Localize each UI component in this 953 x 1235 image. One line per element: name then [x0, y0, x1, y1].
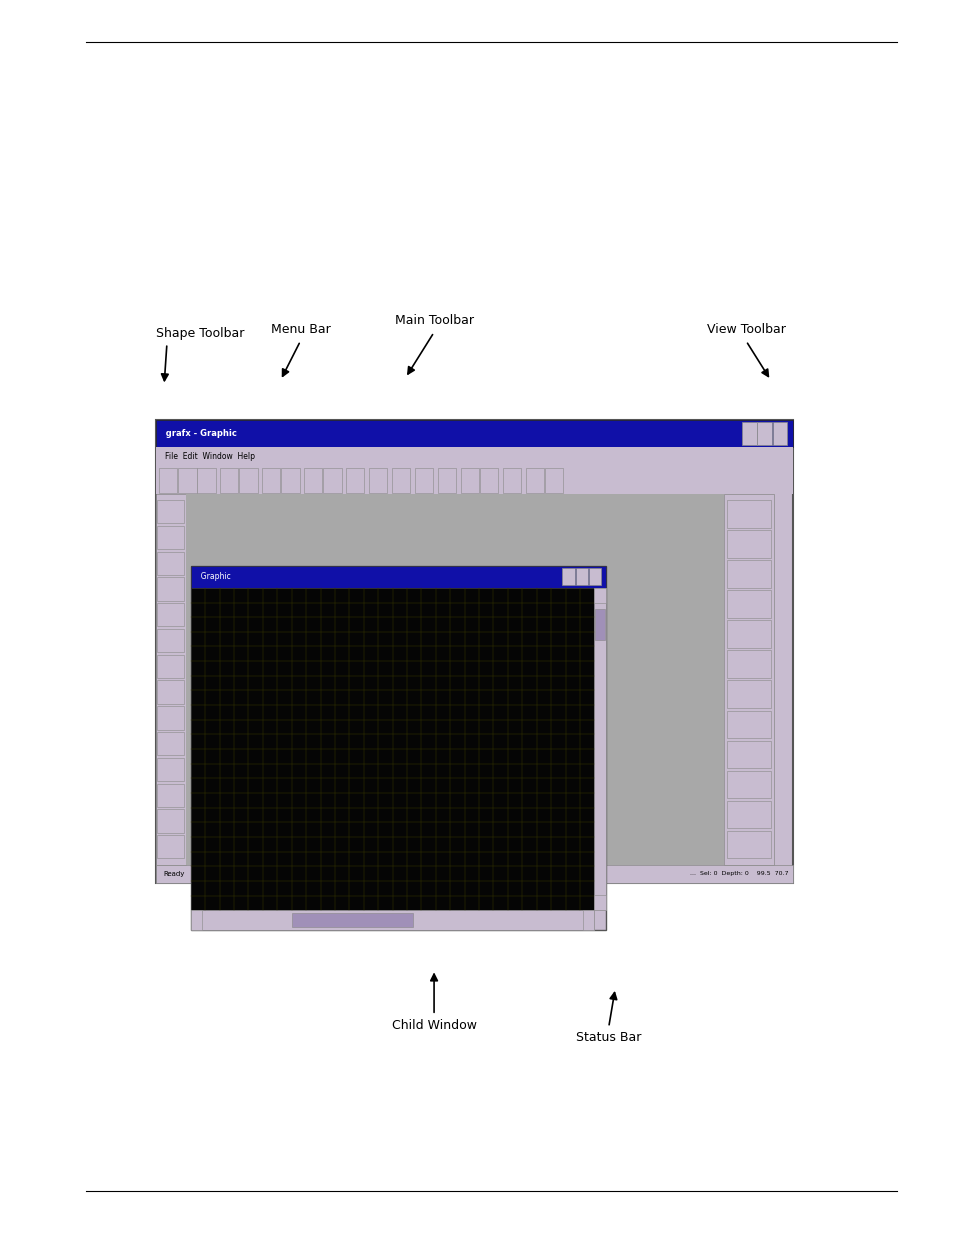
Bar	[157, 578, 184, 600]
Bar	[502, 468, 520, 493]
Bar	[369, 468, 387, 493]
Bar	[157, 526, 184, 550]
Bar	[595, 609, 604, 640]
Bar	[220, 468, 238, 493]
Bar	[292, 913, 413, 927]
Bar	[178, 468, 196, 493]
Text: grafx - Graphic: grafx - Graphic	[160, 429, 237, 438]
Bar	[437, 468, 456, 493]
Bar	[191, 910, 594, 930]
Bar	[155, 494, 186, 864]
Bar	[392, 468, 410, 493]
Bar	[726, 680, 770, 708]
Bar	[155, 864, 792, 883]
Text: Shape Toolbar: Shape Toolbar	[155, 326, 244, 340]
Bar	[525, 468, 543, 493]
Bar	[197, 468, 215, 493]
Bar	[155, 420, 792, 447]
Bar	[479, 468, 497, 493]
Text: ...  Sel: 0  Depth: 0    99.5  70.7: ... Sel: 0 Depth: 0 99.5 70.7	[689, 871, 787, 877]
Bar	[191, 566, 605, 588]
Bar	[594, 588, 605, 603]
Bar	[561, 568, 574, 585]
Bar	[594, 895, 605, 910]
Bar	[726, 710, 770, 739]
Bar	[281, 468, 299, 493]
Text: Status Bar: Status Bar	[576, 1031, 640, 1045]
Bar	[155, 447, 792, 467]
Bar	[157, 655, 184, 678]
Text: Main Toolbar: Main Toolbar	[395, 314, 473, 327]
Bar	[726, 800, 770, 829]
Bar	[323, 468, 341, 493]
Text: File  Edit  Window  Help: File Edit Window Help	[165, 452, 254, 462]
Bar	[191, 588, 594, 910]
Bar	[726, 651, 770, 678]
Bar	[157, 758, 184, 781]
Bar	[757, 422, 771, 445]
Text: Menu Bar: Menu Bar	[271, 322, 330, 336]
Bar	[262, 468, 280, 493]
Bar	[594, 588, 605, 910]
Bar	[157, 552, 184, 576]
Text: Ready: Ready	[163, 871, 184, 877]
Bar	[191, 566, 605, 930]
Bar	[723, 494, 773, 864]
Bar	[186, 494, 723, 864]
Bar	[726, 771, 770, 798]
Bar	[726, 561, 770, 588]
Bar	[191, 910, 202, 930]
Text: View Toolbar: View Toolbar	[706, 322, 784, 336]
Bar	[346, 468, 364, 493]
Bar	[157, 603, 184, 626]
Bar	[157, 680, 184, 704]
Bar	[726, 530, 770, 558]
Bar	[726, 831, 770, 858]
Bar	[159, 468, 177, 493]
Bar	[155, 420, 792, 883]
Bar	[155, 467, 792, 494]
Text: Graphic: Graphic	[195, 572, 230, 582]
Bar	[582, 910, 594, 930]
Bar	[726, 500, 770, 527]
Bar	[157, 809, 184, 832]
Bar	[304, 468, 322, 493]
Bar	[415, 468, 433, 493]
Bar	[726, 741, 770, 768]
Bar	[157, 732, 184, 756]
Bar	[589, 568, 601, 585]
Bar	[544, 468, 562, 493]
Bar	[239, 468, 257, 493]
Bar	[157, 706, 184, 730]
Bar	[726, 620, 770, 648]
Bar	[460, 468, 478, 493]
Bar	[726, 590, 770, 618]
Bar	[157, 500, 184, 524]
Bar	[772, 422, 786, 445]
Bar	[157, 783, 184, 806]
Bar	[157, 629, 184, 652]
Bar	[157, 835, 184, 858]
Bar	[741, 422, 756, 445]
Bar	[575, 568, 587, 585]
Text: Child Window: Child Window	[391, 1019, 476, 1032]
